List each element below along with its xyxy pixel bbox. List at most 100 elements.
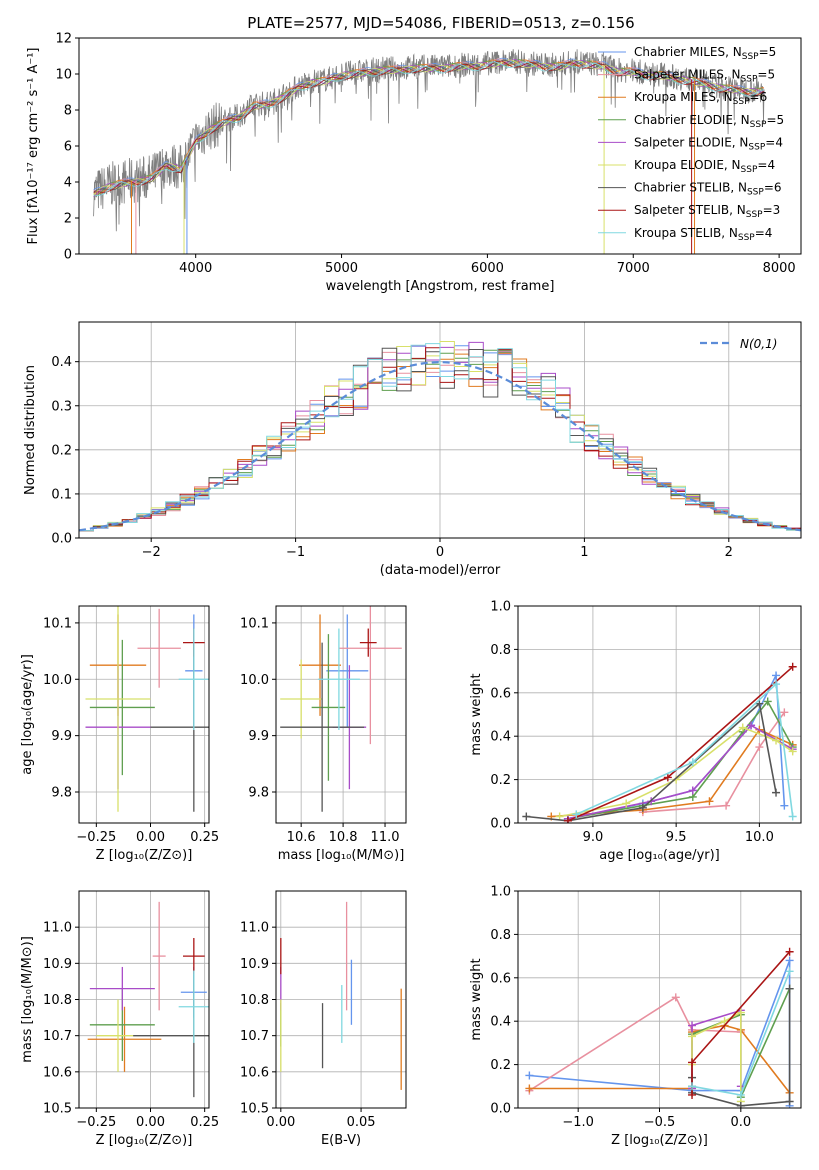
- legend-entry: Kroupa MILES, NSSP=6: [634, 90, 767, 107]
- model-spectrum-8: [93, 61, 765, 196]
- weight-line-4: [691, 1009, 742, 1089]
- y-tick-label: 1.0: [490, 885, 511, 900]
- x-axis-label: age [log₁₀(age/yr)]: [599, 848, 720, 863]
- gaussian-reference: [79, 360, 801, 532]
- x-axis-label: (data-model)/error: [380, 563, 501, 578]
- weight-point: [772, 788, 781, 797]
- spectrum-legend: Chabrier MILES, NSSP=5 Salpeter MILES, NS…: [598, 45, 784, 243]
- chart-mass_vs_ebv: 0.00 0.05 10.5 10.6 10.7 10.8 10.9 11.0 E(B-V): [240, 890, 407, 1148]
- weight-point: [788, 812, 797, 821]
- y-tick-label: 10.5: [240, 1102, 269, 1117]
- x-tick-label: −2: [142, 545, 161, 560]
- x-axis-label: Z [log₁₀(Z/Z⊙)]: [611, 1133, 708, 1148]
- y-axis-label: mass [log₁₀(M/M⊙)]: [20, 936, 35, 1063]
- y-tick-label: 10.6: [240, 1065, 269, 1080]
- plot-area-weight_vs_Z: [525, 947, 794, 1108]
- weight-point: [788, 662, 797, 671]
- weight-point: [705, 797, 714, 806]
- y-axis-label: mass weight: [469, 673, 484, 755]
- y-tick-label: 10.0: [43, 673, 72, 688]
- y-tick-label: 8: [64, 104, 72, 119]
- weight-point: [785, 1097, 794, 1106]
- weight-point: [785, 967, 794, 976]
- y-axis-label: Normed distribution: [23, 365, 38, 495]
- y-tick-label: 0.2: [51, 443, 72, 458]
- axes-frame: [517, 605, 802, 824]
- x-tick-label: 0.25: [190, 830, 219, 845]
- weight-point: [780, 708, 789, 717]
- y-tick-label: 0.0: [51, 532, 72, 547]
- legend-entry: Chabrier MILES, NSSP=5: [634, 45, 776, 62]
- y-tick-label: 9.9: [51, 729, 72, 744]
- plot-area-residuals: [79, 341, 801, 532]
- y-tick-label: 0: [64, 248, 72, 263]
- y-tick-label: 9.8: [248, 786, 269, 801]
- weight-point: [755, 743, 764, 752]
- weight-point: [736, 1101, 745, 1108]
- weight-point: [525, 1084, 534, 1093]
- weight-point: [772, 671, 781, 680]
- plot-area-age_vs_mass: [280, 606, 402, 812]
- weight-point: [525, 1071, 534, 1080]
- chart-age_vs_Z: −0.25 0.00 0.25 9.8 9.9 10.0 10.1 Z [log₁₀(Z/Z⊙…: [20, 605, 219, 863]
- plot-area-spectrum: [93, 49, 765, 254]
- weight-point: [788, 747, 797, 756]
- plot-area-mass_vs_Z: [87, 901, 209, 1098]
- y-tick-label: 10.6: [43, 1065, 72, 1080]
- x-tick-label: 9.0: [583, 830, 604, 845]
- weight-point: [688, 786, 697, 795]
- weight-point: [747, 721, 756, 730]
- legend-entry: Kroupa STELIB, NSSP=4: [634, 226, 772, 243]
- weight-point: [722, 801, 731, 810]
- weight-point: [688, 758, 697, 767]
- y-tick-label: 0.4: [490, 1015, 511, 1030]
- x-tick-label: −0.5: [644, 1115, 676, 1130]
- y-tick-label: 10.7: [43, 1029, 72, 1044]
- x-tick-label: 0.00: [266, 1115, 295, 1130]
- weight-point: [772, 736, 781, 745]
- y-axis-label: Flux [fλ10⁻¹⁷ erg cm⁻² s⁻¹ A⁻¹]: [26, 48, 41, 245]
- weight-line-5: [559, 726, 794, 818]
- y-tick-label: 10: [55, 68, 72, 83]
- y-tick-label: 9.8: [51, 786, 72, 801]
- y-axis-label: age [log₁₀(age/yr)]: [20, 654, 35, 775]
- legend-entry: Salpeter MILES, NSSP=5: [634, 68, 775, 85]
- x-tick-label: 5000: [325, 261, 358, 276]
- weight-point: [688, 1021, 697, 1030]
- x-tick-label: −0.25: [76, 830, 116, 845]
- x-tick-label: 0.00: [136, 1115, 165, 1130]
- model-spectrum-5: [93, 59, 764, 196]
- x-tick-label: 11.0: [371, 830, 400, 845]
- legend-entry: Kroupa ELODIE, NSSP=4: [634, 158, 775, 175]
- weight-point: [688, 1082, 697, 1091]
- x-axis-label: mass [log₁₀(M/M⊙)]: [278, 848, 405, 863]
- y-tick-label: 0.4: [490, 730, 511, 745]
- weight-point: [572, 810, 581, 819]
- x-axis-label: Z [log₁₀(Z/Z⊙)]: [96, 1133, 193, 1148]
- y-tick-label: 10.7: [240, 1029, 269, 1044]
- axes-frame: [275, 605, 407, 824]
- y-tick-label: 0.0: [490, 817, 511, 832]
- chart-age_vs_mass: 10.6 10.8 11.0 9.8 9.9 10.0 10.1 mass [log₁₀(M/…: [240, 605, 407, 863]
- plot-area-age_vs_Z: [85, 606, 209, 812]
- y-tick-label: 6: [64, 140, 72, 155]
- weight-point: [688, 1032, 697, 1041]
- y-tick-label: 2: [64, 212, 72, 227]
- y-tick-label: 10.1: [240, 616, 269, 631]
- weight-line-8: [575, 682, 794, 817]
- weight-point: [736, 1008, 745, 1017]
- weight-line-1: [642, 711, 786, 813]
- observed-spectrum: [93, 49, 765, 232]
- x-tick-label: 10.0: [745, 830, 774, 845]
- weight-point: [638, 803, 647, 812]
- x-axis-label: wavelength [Angstrom, rest frame]: [326, 279, 555, 294]
- weight-point: [563, 816, 572, 823]
- axes-frame: [275, 890, 407, 1109]
- legend-entry: Salpeter STELIB, NSSP=3: [634, 203, 780, 220]
- y-tick-label: 0.0: [490, 1102, 511, 1117]
- chart-weight_vs_Z: −1.0 −0.5 0.0 0.0 0.2 0.4 0.6 0.8 1.0 Z [log₁₀(Z/…: [469, 885, 802, 1148]
- chart-mass_vs_Z: −0.25 0.00 0.25 10.5 10.6 10.7 10.8 10.9 11.0 Z […: [20, 890, 219, 1148]
- x-tick-label: −1.0: [562, 1115, 594, 1130]
- chart-residuals: −2 −1 0 1 2 0.0 0.1 0.2 0.3 0.4 (data-model)/error…: [23, 321, 802, 578]
- x-tick-label: 0.0: [730, 1115, 751, 1130]
